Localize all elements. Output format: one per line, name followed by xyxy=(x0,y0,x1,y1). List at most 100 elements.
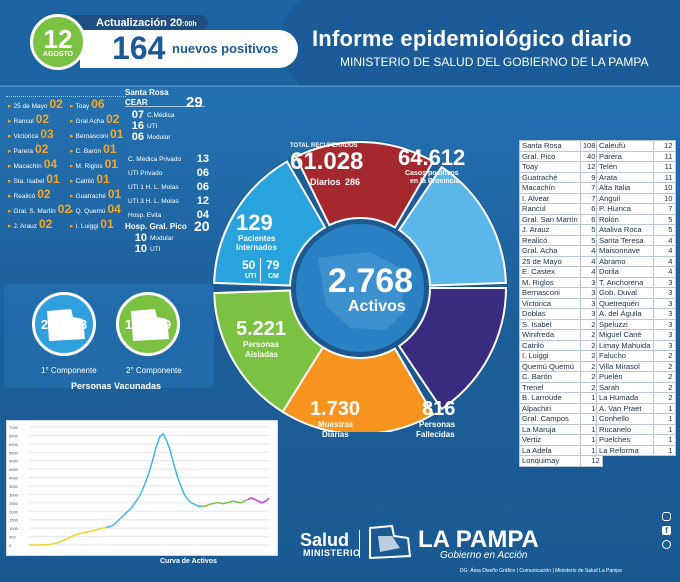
locality-name: La Reforma xyxy=(596,444,654,456)
y-tick-label: 5000 xyxy=(9,459,19,464)
facebook-icon[interactable]: f xyxy=(662,526,671,535)
gral-pico-value: 20 xyxy=(194,218,210,234)
y-tick-label: 5500 xyxy=(9,450,19,455)
locality-name: Toay xyxy=(519,161,581,173)
departments-list-2: ▸ Toay 06 ▸ Gral Acha 02 ▸ Bernasconi 01 ▸ C. Baró… xyxy=(70,98,123,235)
arrow-icon: ▸ xyxy=(8,193,12,200)
locality-value: 5 xyxy=(652,224,676,236)
locality-name: Trenel xyxy=(519,381,581,393)
cases-segment xyxy=(213,160,327,287)
locality-name: S. Isabel xyxy=(519,318,581,330)
locality-name: La Maruja xyxy=(519,423,581,435)
table-row: Maisonnave 4 xyxy=(596,245,676,257)
active-curve-chart: 7000 6500 6000 5500 5000 4500 4000 3500 3000 2500… xyxy=(6,420,278,556)
hospital-item: 10 Modular xyxy=(133,233,174,244)
hospital-value: 07 xyxy=(131,109,144,121)
samples-value: 1.730 xyxy=(310,398,361,420)
locality-name: Gral. Acha xyxy=(519,245,581,257)
second-dose-value: 116.549 xyxy=(124,316,172,332)
table-row: Speluzzi 3 xyxy=(596,318,676,330)
gral-pico-label: Hosp. Gral. Pico xyxy=(125,222,187,231)
hospital-label: UTI 3 H. L. Molas xyxy=(128,197,179,205)
locality-value: 3 xyxy=(652,297,676,309)
table-row: Villa Mirasol 2 xyxy=(596,360,676,372)
locality-value: 4 xyxy=(652,245,676,257)
locality-value: 3 xyxy=(652,308,676,320)
locality-name: I. Luiggi xyxy=(519,350,581,362)
y-tick-label: 2000 xyxy=(9,509,19,514)
department-item: ▸ Catriló 01 xyxy=(70,173,123,190)
locality-value: 2 xyxy=(652,392,676,404)
stats-ring xyxy=(212,140,508,432)
table-row: Gob. Duval 3 xyxy=(596,287,676,299)
cases-label-2: en la Provincia xyxy=(410,178,460,185)
department-name: Sta. Isabel xyxy=(13,178,45,185)
arrow-icon: ▸ xyxy=(70,193,74,200)
locality-name: Puelches xyxy=(596,434,654,446)
y-tick-label: 2500 xyxy=(9,501,19,506)
locality-name: Arata xyxy=(596,171,654,183)
locality-value: 7 xyxy=(652,203,676,215)
chart-xlabel: Curva de Activos xyxy=(160,558,217,565)
table-row: Quemú Quemú22 xyxy=(519,360,603,372)
first-dose-value: 224.113 xyxy=(40,316,88,332)
table-row: La Adela13 xyxy=(519,444,603,456)
department-item: ▸ Bernasconi 01 xyxy=(70,128,123,145)
list-divider xyxy=(6,96,126,97)
twitter-icon[interactable] xyxy=(662,540,671,549)
series-line xyxy=(29,526,107,546)
locality-name: La Humada xyxy=(596,392,654,404)
table-row: Falucho 2 xyxy=(596,350,676,362)
first-dose-circle: 224.113 xyxy=(32,292,96,356)
locality-value: 1 xyxy=(652,413,676,425)
arrow-icon: ▸ xyxy=(8,118,12,125)
la-pampa-logo-text: LA PAMPA xyxy=(418,526,539,553)
hospital-label: C.Médica xyxy=(147,112,175,119)
department-item: ▸ Victorica 03 xyxy=(8,128,71,145)
arrow-icon: ▸ xyxy=(70,163,74,170)
locality-name: E. Castex xyxy=(519,266,581,278)
locality-name: J. Arauz xyxy=(519,224,581,236)
second-dose-label: 2° Componente xyxy=(126,366,182,375)
department-name: Parera xyxy=(13,148,34,155)
arrow-icon: ▸ xyxy=(8,178,12,185)
locality-value: 2 xyxy=(652,350,676,362)
table-row: Miguel Cané 3 xyxy=(596,329,676,341)
department-item: ▸ Macachín 04 xyxy=(8,158,71,175)
isolated-label-1: Personas xyxy=(243,340,280,349)
department-value: 01 xyxy=(100,217,114,231)
locality-name: Winifreda xyxy=(519,329,581,341)
table-row: Macachín76 xyxy=(519,182,603,194)
hospital-label: UTI 1 H. L. Molas xyxy=(128,183,179,191)
series-line xyxy=(201,498,249,507)
locality-name: Falucho xyxy=(596,350,654,362)
instagram-icon[interactable] xyxy=(662,512,671,521)
locality-name: Puelén xyxy=(596,371,654,383)
table-row: Conhello 1 xyxy=(596,413,676,425)
locality-name: Rancul xyxy=(519,203,581,215)
department-name: Macachín xyxy=(13,163,42,170)
hospital-label: Modular xyxy=(150,235,174,242)
cear-items: 07 C.Médica 16 UTI 06 Modular xyxy=(130,109,175,143)
new-positives-number: 164 xyxy=(112,30,166,66)
locality-value: 4 xyxy=(652,255,676,267)
ministerio-text: MINISTERIO xyxy=(303,548,361,558)
hospital-value: 10 xyxy=(134,243,147,255)
recovered-daily-label: Diarios xyxy=(310,177,341,187)
samples-label-2: Diarias xyxy=(322,430,349,439)
table-row: A. Van Praet 1 xyxy=(596,402,676,414)
hospital-label: C. Médica Privado xyxy=(128,155,182,163)
department-name: Toay xyxy=(75,103,90,110)
department-name: Catriló xyxy=(75,178,95,185)
department-item: ▸ M. Riglos 01 xyxy=(70,158,123,175)
locality-name: Victorica xyxy=(519,297,581,309)
table-row: Toay 128 xyxy=(519,161,603,173)
table-row: Anguil 10 xyxy=(596,192,676,204)
cases-value: 64.612 xyxy=(398,145,466,170)
active-label: Activos xyxy=(348,298,406,315)
department-item: ▸ Sta. Isabel 01 xyxy=(8,173,71,190)
locality-value: 10 xyxy=(652,192,676,204)
table-row: Doblas32 xyxy=(519,308,603,320)
department-value: 02 xyxy=(37,187,51,201)
locality-name: T. Anchorena xyxy=(596,276,654,288)
